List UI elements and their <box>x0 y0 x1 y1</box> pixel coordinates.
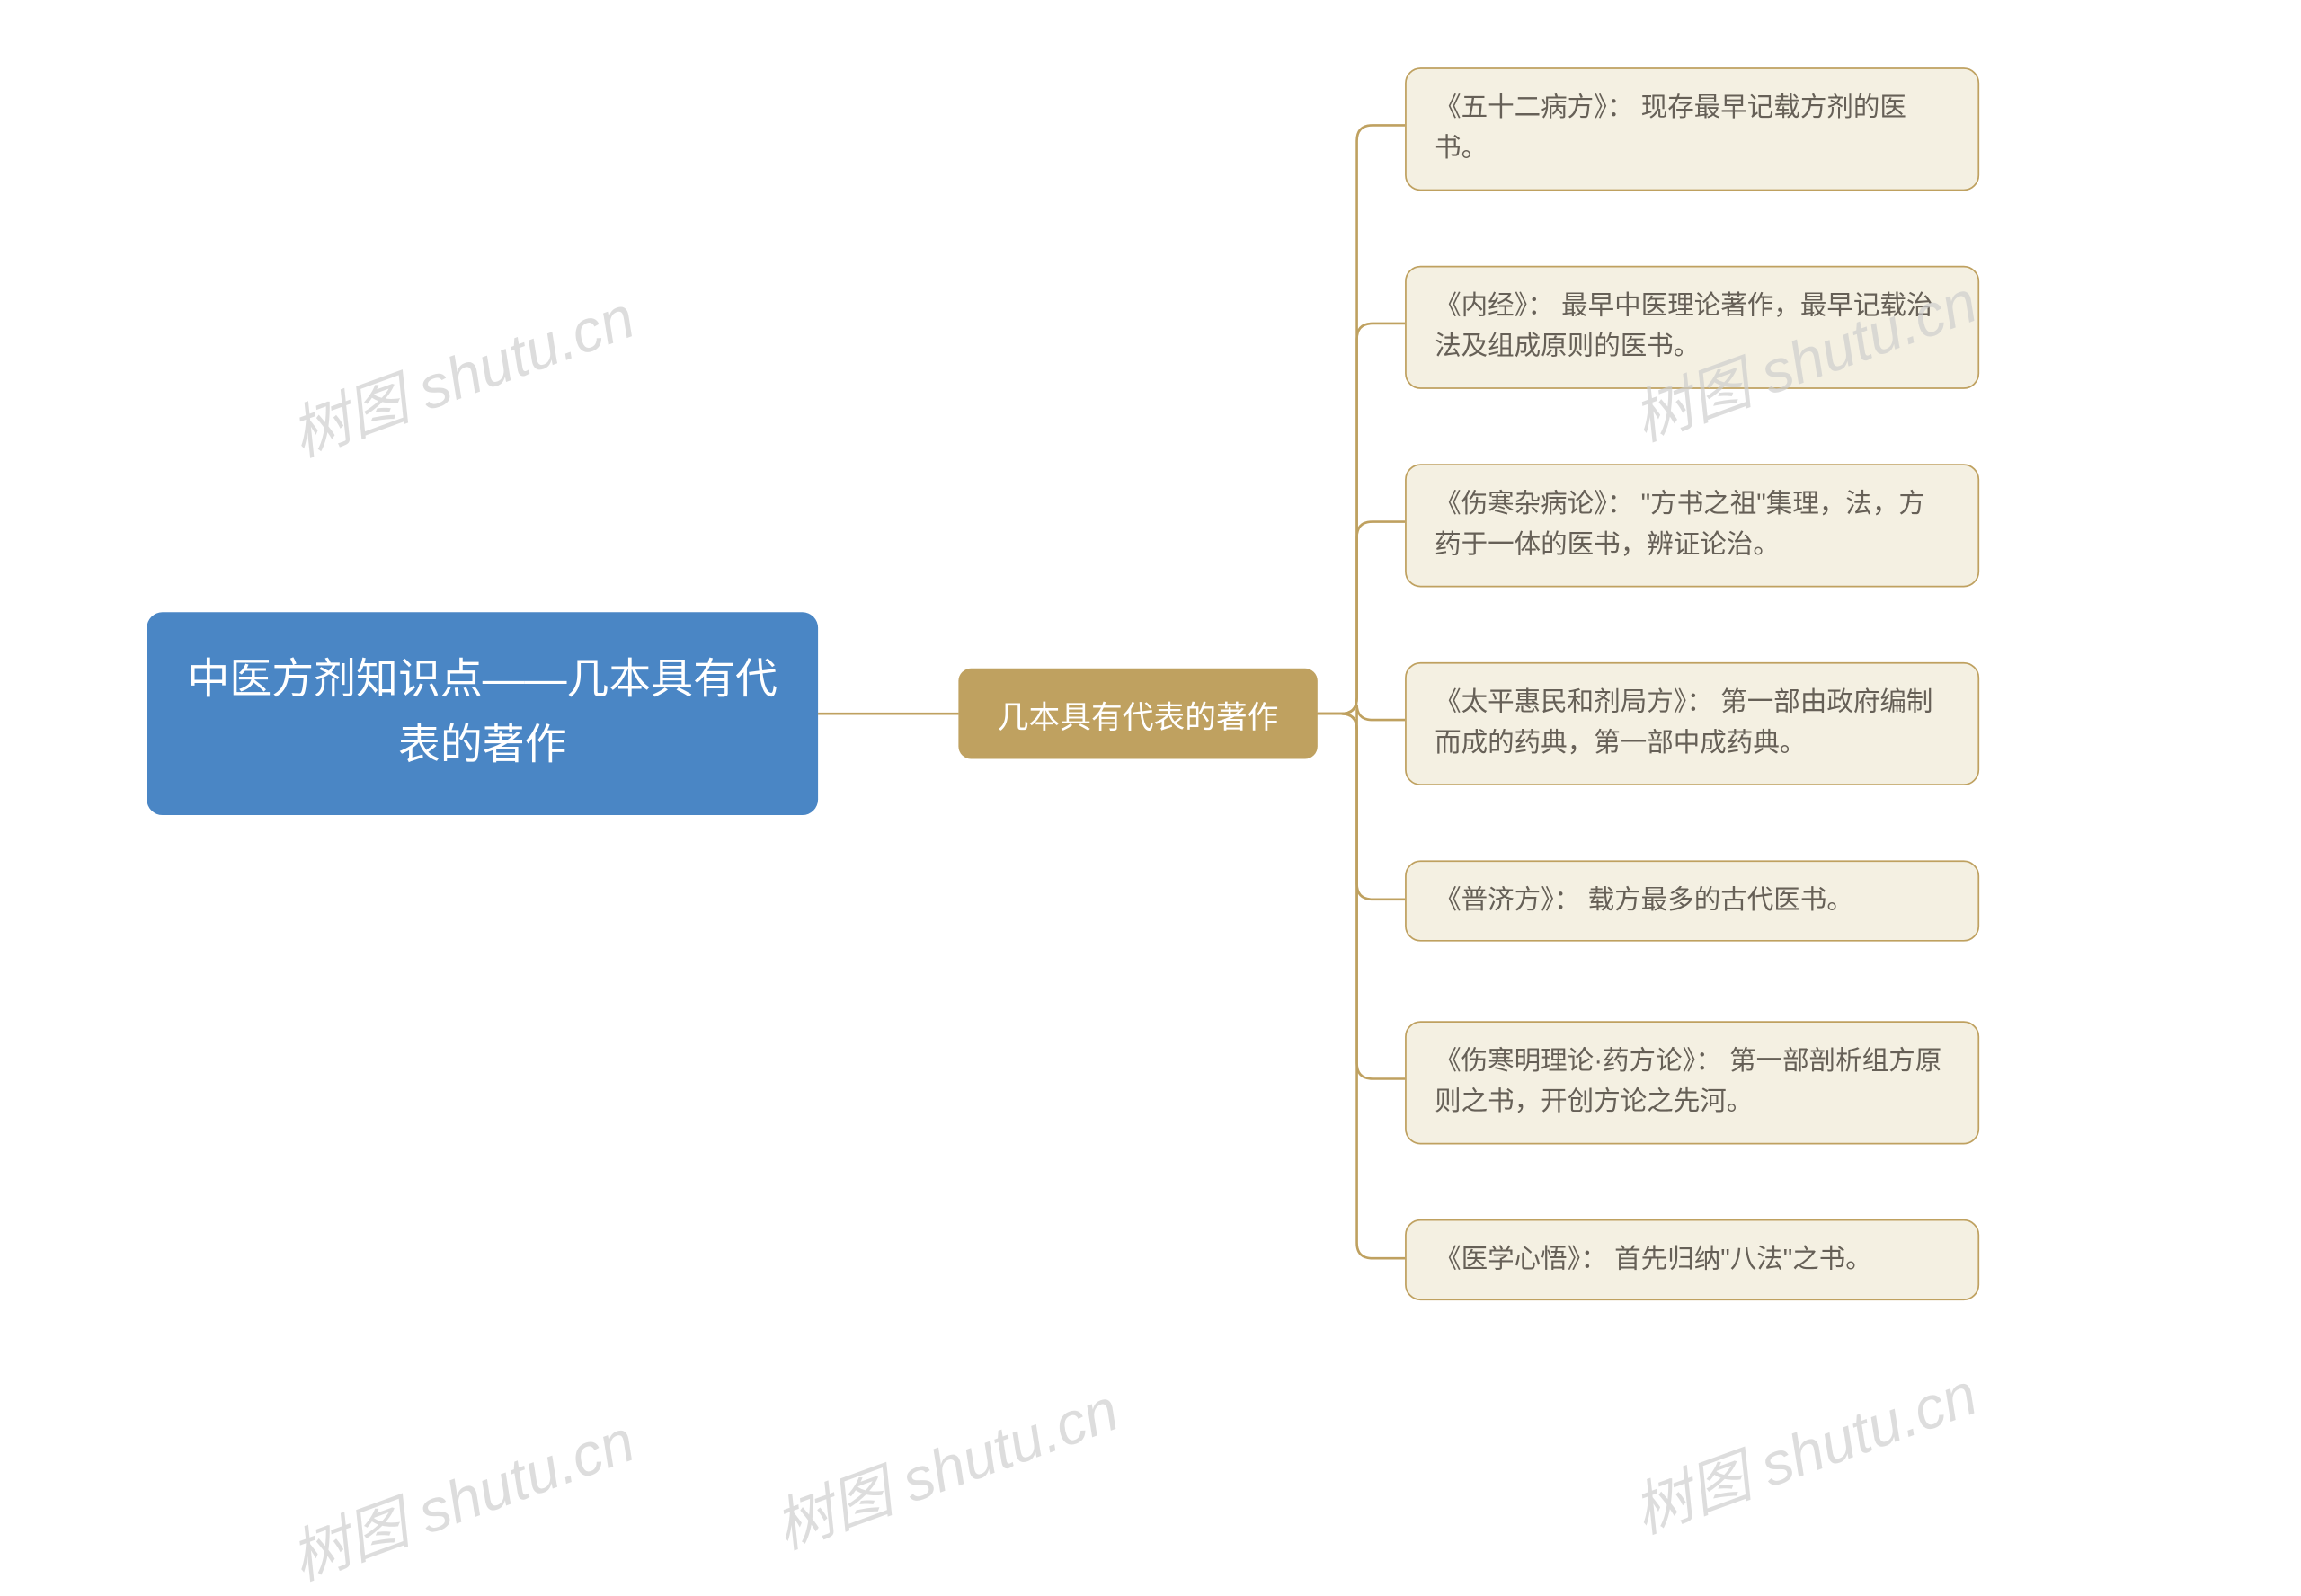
leaf-node: 《内经》： 最早中医理论著作，最早记载治法及组成原则的医书。 <box>1405 265 1979 388</box>
mindmap: 中医方剂知识点——几本具有代表的著作 几本具有代表的著作 《五十二病方》： 现存… <box>15 0 2285 1487</box>
leaf-node: 《普济方》： 载方最多的古代医书。 <box>1405 860 1979 942</box>
root-label: 中医方剂知识点——几本具有代表的著作 <box>178 648 786 778</box>
leaf-label: 《普济方》： 载方最多的古代医书。 <box>1435 880 1853 921</box>
leaf-label: 《伤寒杂病论》： "方书之祖"集理，法，方药于一体的医书，辨证论治。 <box>1435 483 1950 565</box>
leaf-node: 《医学心悟》： 首先归纳"八法"之书。 <box>1405 1219 1979 1300</box>
leaf-label: 《内经》： 最早中医理论著作，最早记载治法及组成原则的医书。 <box>1435 286 1950 368</box>
leaf-node: 《伤寒明理论·药方论》： 第一部剖析组方原则之书，开创方论之先河。 <box>1405 1021 1979 1144</box>
watermark: 树图 shutu.cn <box>277 1393 644 1596</box>
leaf-node: 《伤寒杂病论》： "方书之祖"集理，法，方药于一体的医书，辨证论治。 <box>1405 464 1979 587</box>
leaf-label: 《医学心悟》： 首先归纳"八法"之书。 <box>1435 1239 1872 1281</box>
mid-label: 几本具有代表的著作 <box>998 690 1279 735</box>
leaf-label: 《太平惠民和剂局方》： 第一部由政府编制而成的药典，第一部中成药典。 <box>1435 682 1950 764</box>
leaf-node: 《太平惠民和剂局方》： 第一部由政府编制而成的药典，第一部中成药典。 <box>1405 661 1979 785</box>
leaf-label: 《五十二病方》： 现存最早记载方剂的医书。 <box>1435 87 1950 169</box>
root-node: 中医方剂知识点——几本具有代表的著作 <box>147 612 818 815</box>
diagram-canvas: 中医方剂知识点——几本具有代表的著作 几本具有代表的著作 《五十二病方》： 现存… <box>0 0 2301 1487</box>
watermark: 树图 shutu.cn <box>277 269 644 472</box>
watermark: 树图 shutu.cn <box>1620 1345 1986 1548</box>
leaf-node: 《五十二病方》： 现存最早记载方剂的医书。 <box>1405 67 1979 191</box>
leaf-label: 《伤寒明理论·药方论》： 第一部剖析组方原则之书，开创方论之先河。 <box>1435 1041 1950 1122</box>
watermark: 树图 shutu.cn <box>761 1361 1128 1565</box>
mid-node: 几本具有代表的著作 <box>958 668 1317 758</box>
